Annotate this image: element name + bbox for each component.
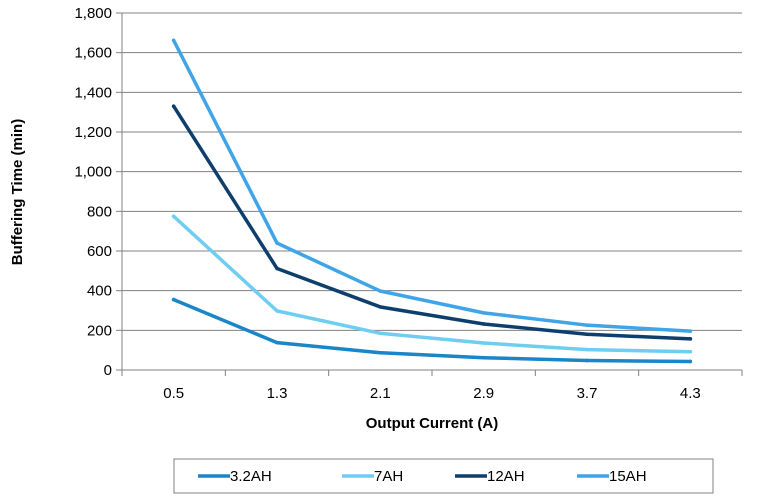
legend-label: 7AH [374,468,403,485]
data-point [171,104,176,109]
x-tick-label: 0.5 [163,385,184,402]
data-point [275,309,279,313]
y-tick-label: 400 [87,283,112,300]
legend-label: 12AH [487,468,525,485]
x-tick-label: 3.7 [577,385,598,402]
data-point [481,341,486,345]
legend-label: 3.2AH [230,468,272,485]
data-point [688,359,693,364]
data-point [171,38,176,43]
data-point [378,350,383,355]
y-tick-label: 200 [87,322,112,339]
data-point [481,311,486,315]
data-point [688,329,693,333]
x-tick-label: 1.3 [267,385,288,402]
y-tick-label: 1,800 [74,5,112,22]
y-axis-title: Buffering Time (min) [9,119,26,265]
series-line-3-2ah [171,297,693,364]
x-axis-ticks: 0.5 1.3 2.1 2.9 3.7 4.3 [121,370,743,402]
x-tick-label: 4.3 [680,385,701,402]
data-point [585,347,589,352]
legend-item: 15AH [577,468,647,485]
legend-item: 12AH [455,468,525,485]
series-line-12ah [171,104,693,341]
data-point [275,340,279,345]
data-point [585,323,589,327]
data-point [171,297,176,302]
data-point [688,337,693,341]
series-line-7ah [171,214,693,354]
data-point [171,214,176,219]
x-tick-label: 2.9 [473,385,494,402]
legend-item: 3.2AH [198,468,272,485]
data-point [275,241,279,245]
series-line-15ah [171,38,693,333]
legend-label: 15AH [609,468,647,485]
y-tick-label: 1,400 [74,84,112,101]
y-tick-label: 1,200 [74,124,112,141]
series-lines [171,38,693,364]
legend-item: 7AH [342,468,403,485]
legend-box [173,458,714,494]
x-axis-title: Output Current (A) [366,415,498,432]
data-point [481,322,486,326]
data-point [378,331,383,336]
data-point [585,332,589,337]
x-tick-label: 2.1 [370,385,391,402]
data-point [275,266,279,271]
y-tick-label: 1,000 [74,164,112,181]
data-point [688,349,693,354]
data-point [378,289,383,293]
data-point [378,305,383,309]
y-tick-label: 1,600 [74,45,112,62]
data-point [585,358,589,363]
y-axis-ticks: 0 200 400 600 800 1,000 1,200 1,400 1,600 1,800 [74,5,122,379]
gridlines [122,12,742,331]
y-tick-label: 0 [104,362,112,379]
y-tick-label: 800 [87,203,112,220]
legend: 3.2AH 7AH 12AH 15AH [173,458,714,494]
y-tick-label: 600 [87,243,112,260]
data-point [481,355,486,360]
